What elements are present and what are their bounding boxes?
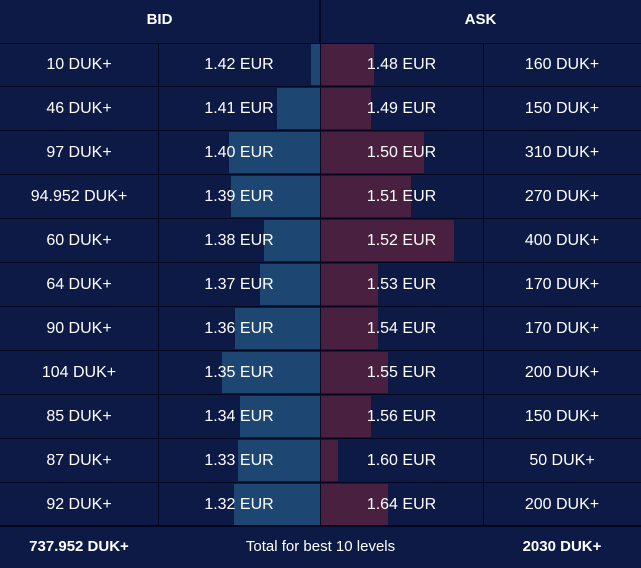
ask-price: 1.49 EUR bbox=[366, 100, 437, 117]
bid-price: 1.32 EUR bbox=[204, 496, 274, 513]
order-book-row[interactable]: 46 DUK+ 1.41 EUR 1.49 EUR 150 DUK+ bbox=[0, 87, 641, 131]
bid-total: 737.952 DUK+ bbox=[29, 538, 129, 555]
ask-total: 2030 DUK+ bbox=[522, 538, 602, 555]
ask-quantity: 150 DUK+ bbox=[524, 100, 600, 117]
ask-depth-bar bbox=[321, 308, 378, 349]
bid-depth-bar bbox=[260, 264, 320, 305]
ask-price: 1.48 EUR bbox=[366, 56, 437, 73]
bid-price: 1.42 EUR bbox=[204, 56, 274, 73]
bid-depth-bar bbox=[240, 396, 320, 437]
order-book-row[interactable]: 92 DUK+ 1.32 EUR 1.64 EUR 200 DUK+ bbox=[0, 483, 641, 527]
ask-price: 1.54 EUR bbox=[366, 320, 437, 337]
ask-price: 1.53 EUR bbox=[366, 276, 437, 293]
ask-price: 1.55 EUR bbox=[366, 364, 437, 381]
bid-price: 1.39 EUR bbox=[204, 188, 274, 205]
bid-price: 1.35 EUR bbox=[204, 364, 274, 381]
bid-depth-bar bbox=[311, 44, 320, 85]
ask-quantity: 160 DUK+ bbox=[524, 56, 600, 73]
ask-price: 1.60 EUR bbox=[366, 452, 437, 469]
ask-price: 1.50 EUR bbox=[366, 144, 437, 161]
ask-depth-bar bbox=[321, 484, 388, 525]
ask-quantity: 170 DUK+ bbox=[524, 320, 600, 337]
ask-quantity: 150 DUK+ bbox=[524, 408, 600, 425]
bid-quantity: 85 DUK+ bbox=[46, 408, 112, 425]
ask-depth-bar bbox=[321, 220, 454, 261]
ask-quantity: 200 DUK+ bbox=[524, 364, 600, 381]
ask-quantity: 200 DUK+ bbox=[524, 496, 600, 513]
ask-quantity: 400 DUK+ bbox=[524, 232, 600, 249]
ask-quantity: 270 DUK+ bbox=[524, 188, 600, 205]
ask-price: 1.56 EUR bbox=[366, 408, 437, 425]
bid-quantity: 92 DUK+ bbox=[46, 496, 112, 513]
bid-price: 1.38 EUR bbox=[204, 232, 274, 249]
bid-column-header: BID bbox=[0, 0, 320, 43]
ask-depth-bar bbox=[321, 352, 388, 393]
bid-price: 1.34 EUR bbox=[204, 408, 274, 425]
bid-quantity: 46 DUK+ bbox=[46, 100, 112, 117]
ask-depth-bar bbox=[321, 132, 424, 173]
order-book-row[interactable]: 104 DUK+ 1.35 EUR 1.55 EUR 200 DUK+ bbox=[0, 351, 641, 395]
ask-quantity: 50 DUK+ bbox=[529, 452, 595, 469]
column-divider bbox=[158, 43, 159, 525]
bid-quantity: 104 DUK+ bbox=[41, 364, 117, 381]
bid-quantity: 60 DUK+ bbox=[46, 232, 112, 249]
bid-depth-bar bbox=[222, 352, 320, 393]
bid-quantity: 64 DUK+ bbox=[46, 276, 112, 293]
column-divider bbox=[483, 43, 484, 525]
order-book-row[interactable]: 64 DUK+ 1.37 EUR 1.53 EUR 170 DUK+ bbox=[0, 263, 641, 307]
bid-depth-bar bbox=[238, 440, 320, 481]
ask-depth-bar bbox=[321, 440, 338, 481]
bid-price: 1.37 EUR bbox=[204, 276, 274, 293]
order-book-row[interactable]: 10 DUK+ 1.42 EUR 1.48 EUR 160 DUK+ bbox=[0, 43, 641, 87]
bid-quantity: 10 DUK+ bbox=[46, 56, 112, 73]
ask-depth-bar bbox=[321, 396, 371, 437]
ask-depth-bar bbox=[321, 88, 371, 129]
bid-quantity: 97 DUK+ bbox=[46, 144, 112, 161]
bid-depth-bar bbox=[235, 308, 320, 349]
bid-price: 1.36 EUR bbox=[204, 320, 274, 337]
bid-depth-bar bbox=[229, 132, 320, 173]
total-label: Total for best 10 levels bbox=[245, 538, 396, 555]
bid-price: 1.33 EUR bbox=[204, 452, 274, 469]
ask-quantity: 170 DUK+ bbox=[524, 276, 600, 293]
ask-quantity: 310 DUK+ bbox=[524, 144, 600, 161]
ask-price: 1.64 EUR bbox=[366, 496, 437, 513]
bid-depth-bar bbox=[231, 176, 320, 217]
order-book-row[interactable]: 85 DUK+ 1.34 EUR 1.56 EUR 150 DUK+ bbox=[0, 395, 641, 439]
bid-depth-bar bbox=[234, 484, 320, 525]
bid-price: 1.41 EUR bbox=[204, 100, 274, 117]
bid-depth-bar bbox=[277, 88, 320, 129]
bid-quantity: 87 DUK+ bbox=[46, 452, 112, 469]
ask-depth-bar bbox=[321, 264, 378, 305]
bid-quantity: 90 DUK+ bbox=[46, 320, 112, 337]
ask-depth-bar bbox=[321, 176, 411, 217]
column-divider bbox=[320, 0, 321, 525]
order-book-row[interactable]: 90 DUK+ 1.36 EUR 1.54 EUR 170 DUK+ bbox=[0, 307, 641, 351]
order-book-row[interactable]: 97 DUK+ 1.40 EUR 1.50 EUR 310 DUK+ bbox=[0, 131, 641, 175]
order-book-row[interactable]: 94.952 DUK+ 1.39 EUR 1.51 EUR 270 DUK+ bbox=[0, 175, 641, 219]
ask-column-header: ASK bbox=[464, 11, 497, 28]
bid-price: 1.40 EUR bbox=[204, 144, 274, 161]
bid-depth-bar bbox=[264, 220, 320, 261]
order-book-footer: 737.952 DUK+ Total for best 10 levels 20… bbox=[0, 525, 641, 568]
ask-price: 1.51 EUR bbox=[366, 188, 437, 205]
ask-depth-bar bbox=[321, 44, 374, 85]
bid-quantity: 94.952 DUK+ bbox=[30, 188, 128, 205]
ask-price: 1.52 EUR bbox=[366, 232, 437, 249]
